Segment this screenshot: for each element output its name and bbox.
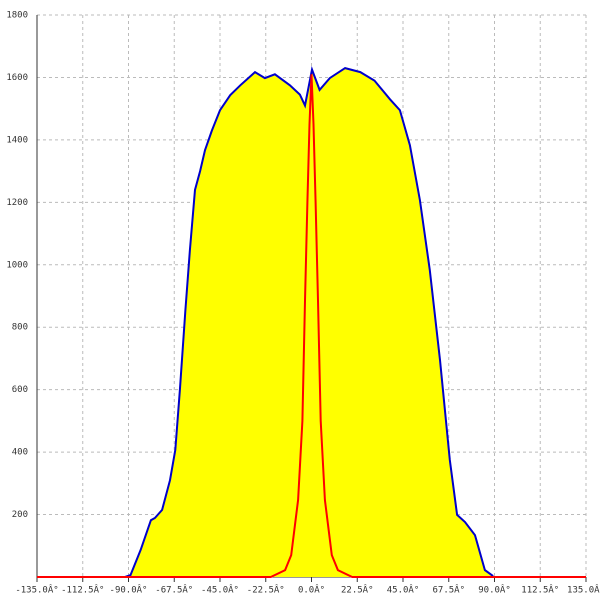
x-tick-label: -90.0Â° (110, 584, 148, 596)
x-tick-label: -22.5Â° (247, 584, 285, 596)
x-tick-label: 67.5Â° (432, 584, 465, 596)
x-tick-label: -45.0Â° (201, 584, 239, 596)
y-tick-label: 400 (12, 448, 28, 458)
y-tick-label: 1400 (6, 135, 28, 145)
y-tick-label: 1800 (6, 11, 28, 21)
line (124, 65, 494, 578)
y-tick-label: 600 (12, 385, 28, 395)
x-tick-label: 90.0Â° (478, 584, 511, 596)
x-tick-label: 45.0Â° (387, 584, 420, 596)
x-tick-label: 22.5Â° (341, 584, 374, 596)
x-tick-label: -67.5Â° (155, 584, 193, 596)
y-tick-label: 800 (12, 323, 28, 333)
y-tick-label: 1200 (6, 198, 28, 208)
x-tick-label: 0.0Â° (298, 584, 325, 596)
y-tick-label: 200 (12, 510, 28, 520)
x-tick-label: 135.0Â° (567, 584, 600, 596)
y-tick-label: 1000 (6, 260, 28, 270)
x-tick-label: -135.0Â° (15, 584, 58, 596)
line (37, 74, 586, 578)
y-tick-label: 1600 (6, 73, 28, 83)
x-tick-label: 112.5Â° (521, 584, 559, 596)
area (125, 68, 494, 577)
x-tick-label: -112.5Â° (61, 584, 104, 596)
